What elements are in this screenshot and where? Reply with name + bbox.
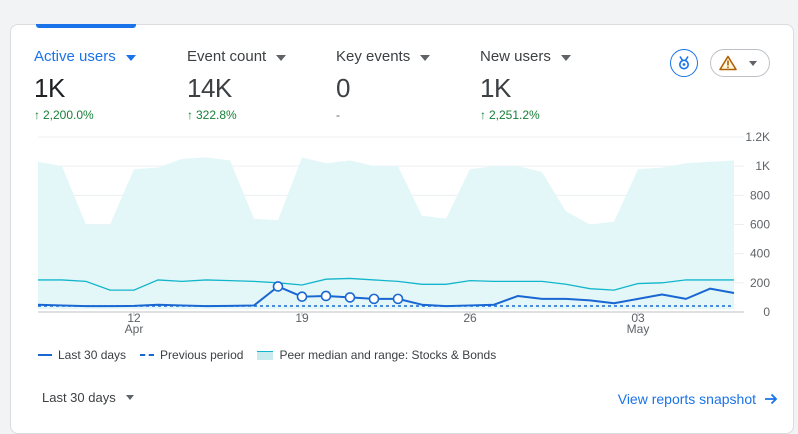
link-label: View reports snapshot [617,391,756,407]
chart-legend: Last 30 days Previous period Peer median… [38,348,496,362]
metric-value: 0 [336,73,350,103]
legend-band-swatch [257,350,274,360]
metric-dropdown[interactable]: New users [480,48,571,65]
metric-dropdown[interactable]: Key events [336,48,431,65]
metric-label: Key events [336,48,411,65]
view-reports-snapshot-link[interactable]: View reports snapshot [618,391,778,407]
warning-triangle-icon [719,55,737,71]
warning-status-dropdown[interactable] [710,49,770,77]
chevron-down-icon [749,60,757,66]
caret-down-icon [420,54,431,61]
arrow-up-icon: ↑ [34,108,40,122]
legend-label: Peer median and range: Stocks & Bonds [279,348,497,362]
insights-button[interactable] [670,49,698,77]
metric-change: ↑ 2,251.2% [480,108,571,122]
arrow-up-icon: ↑ [187,108,193,122]
caret-down-icon [125,54,136,61]
change-value: 2,251.2% [489,108,540,122]
caret-down-icon [276,54,287,61]
legend-label: Previous period [160,348,244,362]
legend-solid-line-swatch [38,353,52,357]
date-range-dropdown[interactable]: Last 30 days [42,390,134,405]
metric-change: ↑ 322.8% [187,108,286,122]
legend-previous-period: Previous period [140,348,243,362]
metric-value: 14K [187,73,232,103]
medal-insights-icon [679,56,689,70]
metric-change: - [336,108,340,122]
metric-value: 1K [34,73,65,103]
legend-dashed-line-swatch [140,354,155,356]
change-value: 322.8% [196,108,237,122]
metric-label: New users [480,48,551,65]
metric-value: 1K [480,73,511,103]
chevron-down-icon [125,395,134,400]
legend-peer-range: Peer median and range: Stocks & Bonds [257,348,496,362]
legend-label: Last 30 days [58,348,127,362]
metric-active-users[interactable]: Active users 1K ↑ 2,200.0% [34,48,136,122]
legend-last-30-days: Last 30 days [38,348,126,362]
arrow-right-icon [765,393,778,405]
metric-dropdown[interactable]: Event count [187,48,287,65]
change-value: 2,200.0% [43,108,94,122]
metric-label: Event count [187,48,267,65]
metric-change: ↑ 2,200.0% [34,108,136,122]
metric-key-events[interactable]: Key events 0 - [336,48,431,122]
metric-label: Active users [34,48,116,65]
caret-down-icon [560,54,571,61]
date-range-label: Last 30 days [42,390,116,405]
metric-new-users[interactable]: New users 1K ↑ 2,251.2% [480,48,571,122]
metric-dropdown[interactable]: Active users [34,48,136,65]
tab-indicator [36,24,136,28]
metric-event-count[interactable]: Event count 14K ↑ 322.8% [187,48,287,122]
arrow-up-icon: ↑ [480,108,486,122]
